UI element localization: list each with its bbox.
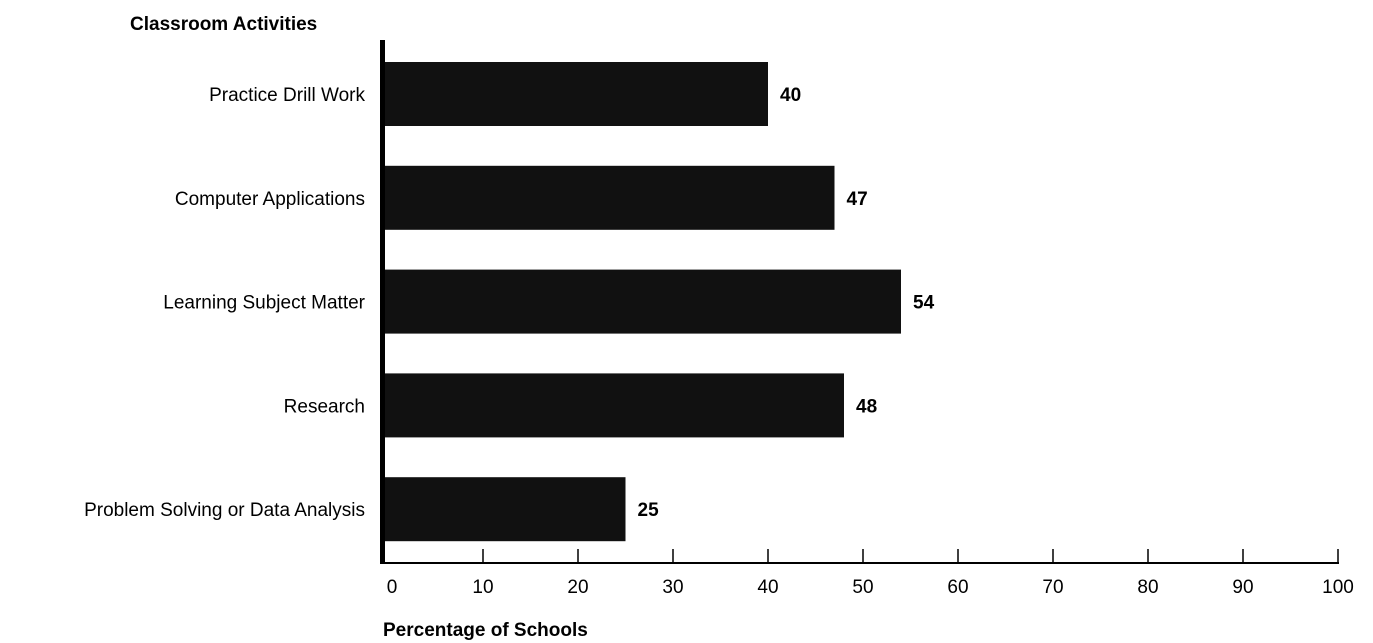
category-label: Computer Applications (175, 189, 365, 210)
x-tick-label: 50 (852, 577, 873, 598)
axis-group: 0 10 20 30 40 50 60 70 80 90 100 (380, 40, 1354, 598)
category-label: Problem Solving or Data Analysis (84, 500, 365, 521)
x-tick-label: 40 (757, 577, 778, 598)
category-label: Learning Subject Matter (163, 293, 365, 314)
bar-research (383, 373, 844, 438)
value-label: 54 (913, 293, 935, 314)
x-tick-label: 10 (472, 577, 493, 598)
x-tick-label: 30 (662, 577, 683, 598)
x-tick-label: 20 (567, 577, 588, 598)
bars-group: Practice Drill Work 40 Computer Applicatio… (84, 62, 935, 542)
category-label: Practice Drill Work (209, 85, 365, 106)
x-tick-label: 90 (1232, 577, 1253, 598)
x-tick-label: 80 (1137, 577, 1158, 598)
y-axis-line (380, 40, 385, 564)
bar-learning-subject-matter (383, 269, 901, 334)
x-tick-label: 100 (1322, 577, 1354, 598)
bar-problem-solving-or-data-analysis (383, 477, 626, 542)
x-axis-title: Percentage of Schools (383, 620, 588, 641)
value-label: 40 (780, 85, 801, 106)
category-axis-title: Classroom Activities (130, 14, 317, 35)
value-label: 48 (856, 396, 877, 417)
x-tick-label: 0 (387, 577, 398, 598)
x-tick-label: 70 (1042, 577, 1063, 598)
x-tick-label: 60 (947, 577, 968, 598)
value-label: 47 (847, 189, 868, 210)
category-label: Research (284, 396, 365, 417)
bar-computer-applications (383, 165, 835, 230)
bar-practice-drill-work (383, 62, 768, 126)
value-label: 25 (638, 500, 660, 521)
